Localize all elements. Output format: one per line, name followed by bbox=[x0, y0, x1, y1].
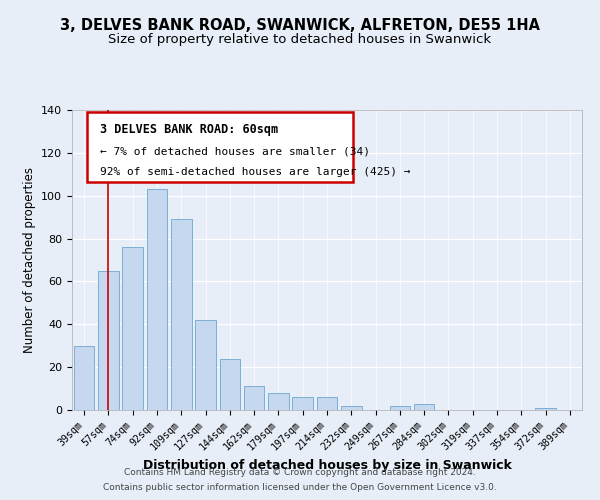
Bar bbox=[98, 270, 119, 410]
Bar bbox=[341, 406, 362, 410]
Bar bbox=[195, 320, 216, 410]
Bar bbox=[317, 397, 337, 410]
Bar bbox=[220, 358, 240, 410]
Bar bbox=[414, 404, 434, 410]
Text: ← 7% of detached houses are smaller (34): ← 7% of detached houses are smaller (34) bbox=[100, 146, 370, 156]
Bar bbox=[171, 220, 191, 410]
Bar bbox=[292, 397, 313, 410]
Bar bbox=[244, 386, 265, 410]
Text: 3, DELVES BANK ROAD, SWANWICK, ALFRETON, DE55 1HA: 3, DELVES BANK ROAD, SWANWICK, ALFRETON,… bbox=[60, 18, 540, 32]
Y-axis label: Number of detached properties: Number of detached properties bbox=[23, 167, 35, 353]
Bar bbox=[74, 346, 94, 410]
FancyBboxPatch shape bbox=[88, 112, 353, 182]
Bar bbox=[535, 408, 556, 410]
Text: Contains public sector information licensed under the Open Government Licence v3: Contains public sector information licen… bbox=[103, 483, 497, 492]
X-axis label: Distribution of detached houses by size in Swanwick: Distribution of detached houses by size … bbox=[143, 459, 511, 472]
Text: 92% of semi-detached houses are larger (425) →: 92% of semi-detached houses are larger (… bbox=[100, 167, 410, 177]
Bar bbox=[389, 406, 410, 410]
Bar bbox=[146, 190, 167, 410]
Text: Size of property relative to detached houses in Swanwick: Size of property relative to detached ho… bbox=[109, 32, 491, 46]
Text: 3 DELVES BANK ROAD: 60sqm: 3 DELVES BANK ROAD: 60sqm bbox=[100, 124, 278, 136]
Bar bbox=[268, 393, 289, 410]
Text: Contains HM Land Registry data © Crown copyright and database right 2024.: Contains HM Land Registry data © Crown c… bbox=[124, 468, 476, 477]
Bar bbox=[122, 247, 143, 410]
